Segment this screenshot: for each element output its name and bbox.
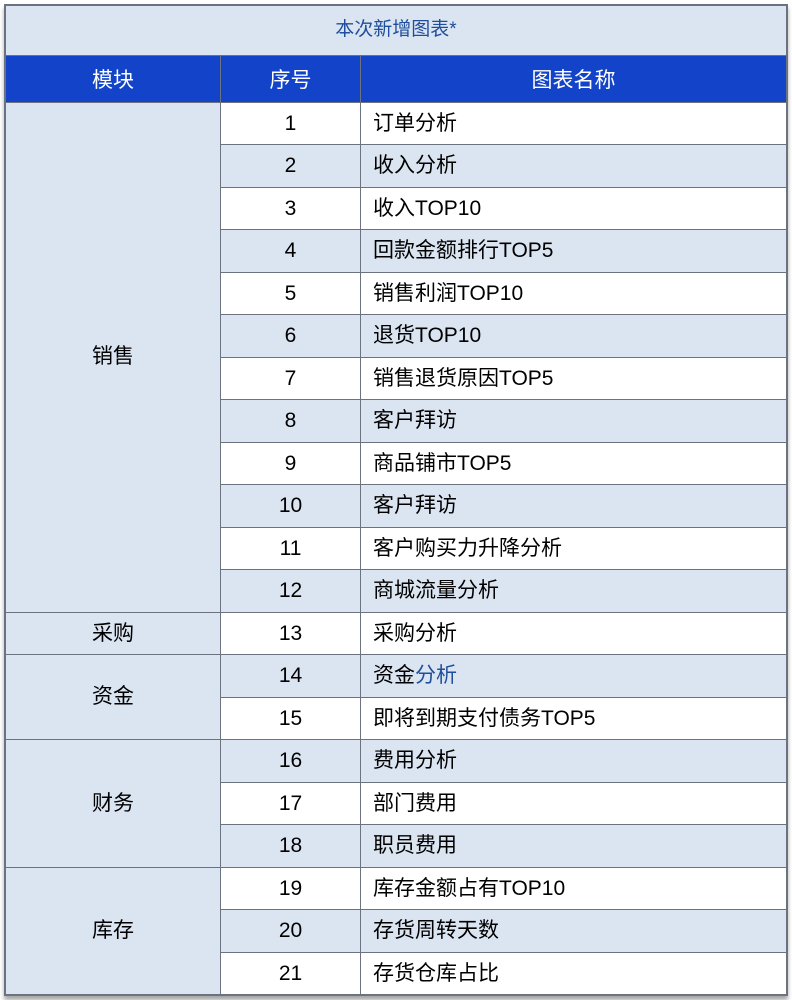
seq-cell: 4 (221, 230, 361, 273)
name-cell: 即将到期支付债务TOP5 (361, 697, 787, 740)
name-cell: 客户购买力升降分析 (361, 527, 787, 570)
seq-cell: 9 (221, 442, 361, 485)
name-cell: 费用分析 (361, 740, 787, 783)
seq-cell: 12 (221, 570, 361, 613)
name-cell: 存货周转天数 (361, 910, 787, 953)
seq-cell: 14 (221, 655, 361, 698)
seq-cell: 19 (221, 867, 361, 910)
name-cell: 收入TOP10 (361, 187, 787, 230)
name-cell: 商品铺市TOP5 (361, 442, 787, 485)
name-cell: 存货仓库占比 (361, 952, 787, 995)
name-cell: 商城流量分析 (361, 570, 787, 613)
table-row: 资金 14资金分析 (6, 655, 787, 698)
name-cell: 库存金额占有TOP10 (361, 867, 787, 910)
module-cell: 采购 (6, 612, 221, 655)
seq-cell: 5 (221, 272, 361, 315)
name-cell: 收入分析 (361, 145, 787, 188)
name-cell: 部门费用 (361, 782, 787, 825)
seq-cell: 20 (221, 910, 361, 953)
seq-cell: 3 (221, 187, 361, 230)
table-row: 销售1订单分析 (6, 102, 787, 145)
seq-cell: 16 (221, 740, 361, 783)
col-header-name: 图表名称 (361, 55, 787, 102)
table-container: 本次新增图表*模块序号图表名称销售1订单分析2收入分析3收入TOP104回款金额… (4, 4, 788, 996)
name-cell: 销售退货原因TOP5 (361, 357, 787, 400)
name-fragment: 资金 (373, 664, 415, 687)
name-cell: 销售利润TOP10 (361, 272, 787, 315)
name-cell: 资金分析 (361, 655, 787, 698)
seq-cell: 11 (221, 527, 361, 570)
seq-cell: 17 (221, 782, 361, 825)
module-cell: 销售 (6, 102, 221, 612)
seq-cell: 21 (221, 952, 361, 995)
seq-cell: 6 (221, 315, 361, 358)
seq-cell: 13 (221, 612, 361, 655)
new-charts-table: 本次新增图表*模块序号图表名称销售1订单分析2收入分析3收入TOP104回款金额… (5, 5, 787, 995)
table-row: 财务16费用分析 (6, 740, 787, 783)
module-cell: 资金 (6, 655, 221, 740)
seq-cell: 8 (221, 400, 361, 443)
col-header-module: 模块 (6, 55, 221, 102)
name-cell: 订单分析 (361, 102, 787, 145)
seq-cell: 2 (221, 145, 361, 188)
name-cell: 客户拜访 (361, 400, 787, 443)
table-row: 采购13采购分析 (6, 612, 787, 655)
seq-cell: 10 (221, 485, 361, 528)
table-title: 本次新增图表* (6, 6, 787, 56)
module-cell: 库存 (6, 867, 221, 995)
name-cell: 退货TOP10 (361, 315, 787, 358)
col-header-seq: 序号 (221, 55, 361, 102)
seq-cell: 18 (221, 825, 361, 868)
name-cell: 职员费用 (361, 825, 787, 868)
seq-cell: 15 (221, 697, 361, 740)
name-cell: 采购分析 (361, 612, 787, 655)
name-fragment: 分析 (415, 664, 457, 687)
name-cell: 客户拜访 (361, 485, 787, 528)
seq-cell: 1 (221, 102, 361, 145)
name-cell: 回款金额排行TOP5 (361, 230, 787, 273)
table-row: 库存19库存金额占有TOP10 (6, 867, 787, 910)
seq-cell: 7 (221, 357, 361, 400)
module-cell: 财务 (6, 740, 221, 868)
